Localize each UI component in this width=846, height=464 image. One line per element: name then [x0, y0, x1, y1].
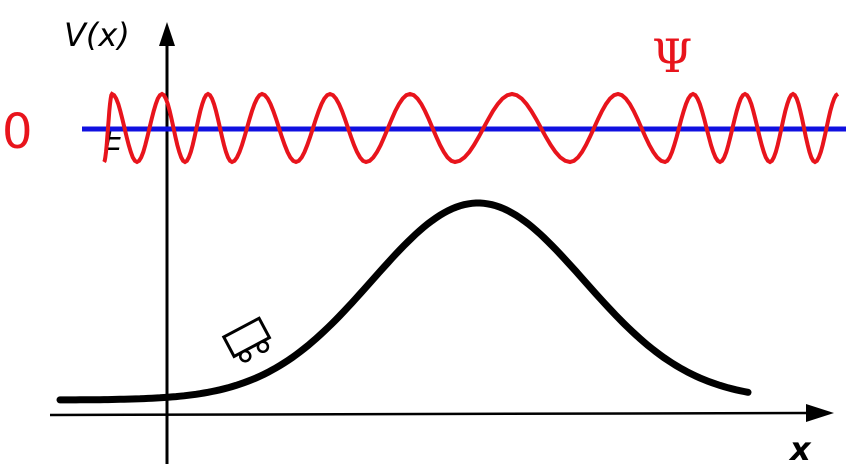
- page: E V(x) x Ψ 0 (() => { const data = JSON.…: [0, 0, 846, 464]
- diagram: E V(x) x Ψ 0: [0, 0, 846, 464]
- wavefunction-label: Ψ: [652, 29, 692, 83]
- x-axis-arrow: [806, 404, 834, 422]
- y-axis-label: V(x): [64, 16, 130, 54]
- cart: [224, 318, 274, 365]
- x-axis: [50, 413, 810, 415]
- x-axis-label: x: [788, 430, 812, 464]
- y-axis-arrow: [159, 22, 175, 46]
- potential-curve: [60, 203, 748, 400]
- zero-label: 0: [2, 104, 33, 160]
